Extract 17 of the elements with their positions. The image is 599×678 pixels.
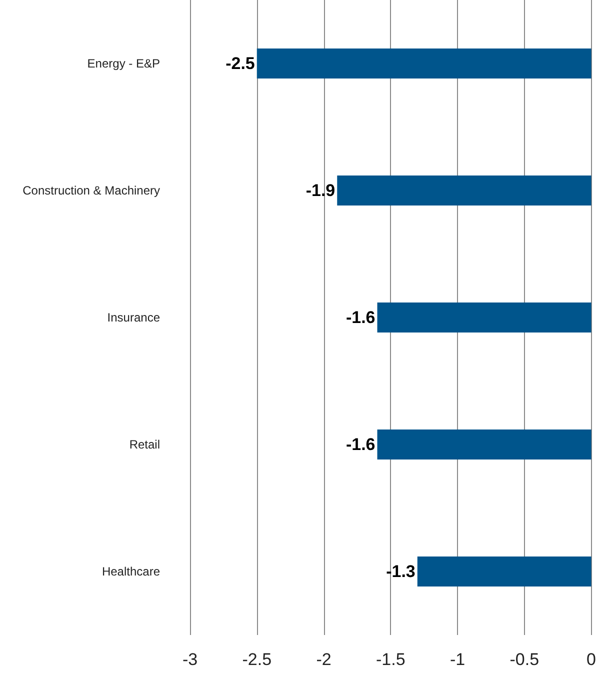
x-tick-label: -2 [316, 650, 332, 669]
x-tick-label: -1.5 [376, 650, 406, 669]
x-tick-label: 0 [586, 650, 596, 669]
y-tick-label: Construction & Machinery [22, 184, 160, 198]
y-tick-label: Insurance [107, 310, 160, 324]
data-label: -1.3 [386, 562, 416, 581]
data-label: -2.5 [226, 54, 255, 73]
y-tick-label: Healthcare [102, 564, 160, 578]
y-tick-label: Energy - E&P [87, 56, 160, 70]
data-label: -1.6 [346, 308, 376, 327]
x-tick-label: -2.5 [242, 650, 272, 669]
x-tick-label: -0.5 [510, 650, 540, 669]
x-tick-label: -1 [450, 650, 466, 669]
y-tick-label: Retail [129, 438, 160, 452]
data-label: -1.9 [306, 181, 336, 200]
x-tick-label: -3 [182, 650, 198, 669]
data-label: -1.6 [346, 435, 376, 454]
